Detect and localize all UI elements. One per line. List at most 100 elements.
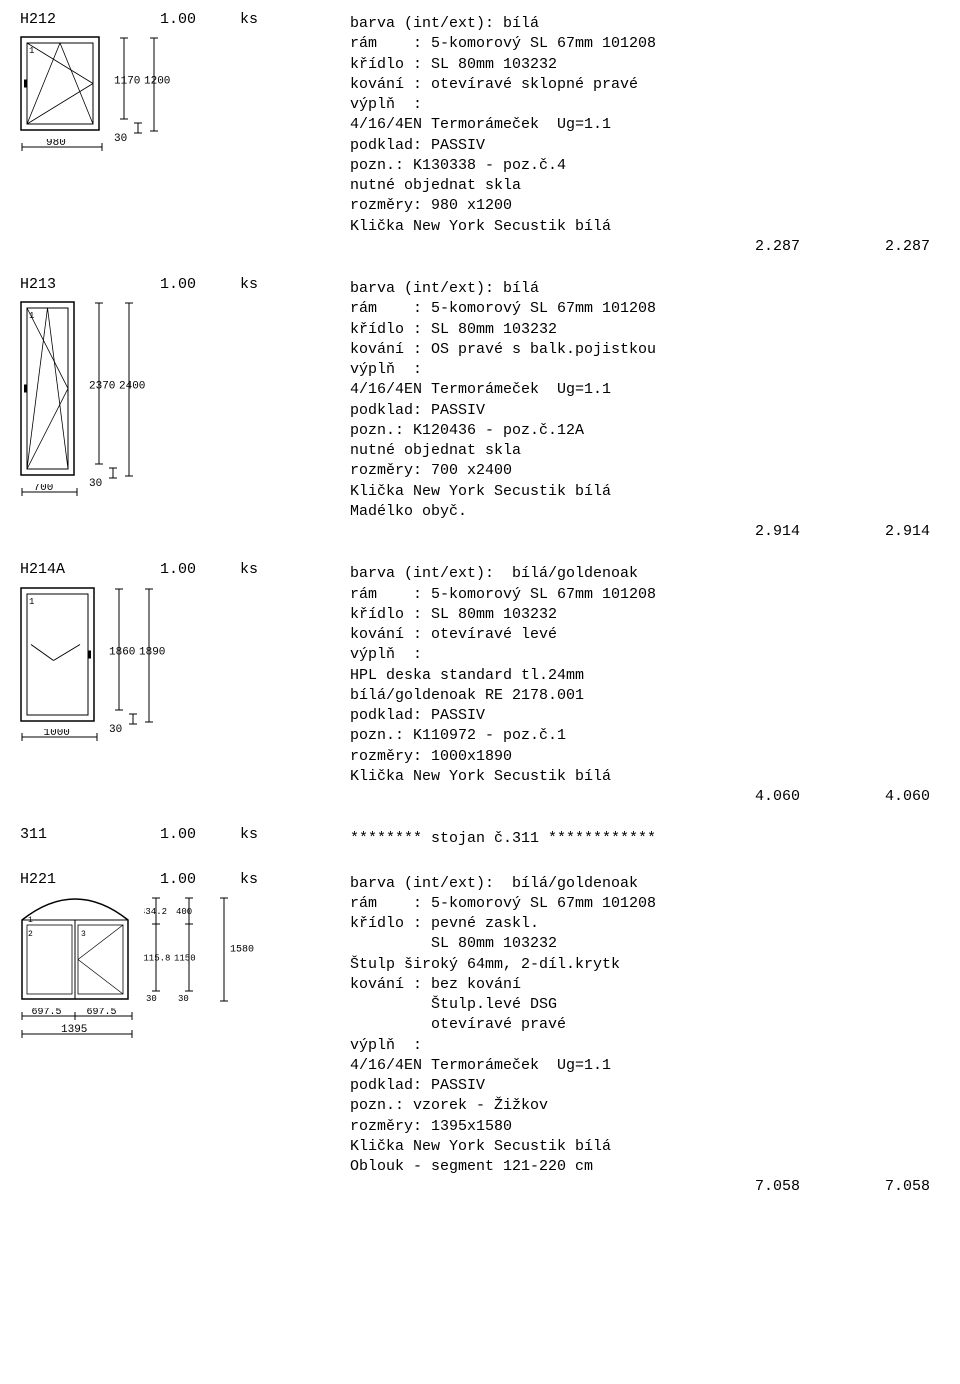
diagram-row: 19801170120030 [20, 36, 350, 164]
svg-text:30: 30 [114, 133, 127, 145]
svg-text:1580: 1580 [230, 944, 254, 955]
window-col: 1700 [20, 301, 83, 509]
svg-text:1115.8: 1115.8 [144, 953, 170, 963]
item-code: H213 [20, 275, 160, 295]
svg-text:1000: 1000 [44, 729, 70, 739]
desc-line: výplň : [350, 95, 940, 115]
item-qty: 1.00 [160, 275, 240, 295]
item-unit: ks [240, 275, 258, 295]
desc-line: rozměry: 700 x2400 [350, 461, 940, 481]
desc-line: výplň : [350, 1036, 940, 1056]
desc-line: Klička New York Secustik bílá [350, 767, 940, 787]
vdim-col: 434.24001115.8115030301580 [144, 896, 254, 1018]
item-row: H2131.00ks17002370240030barva (int/ext):… [20, 275, 940, 542]
desc-line: rám : 5-komorový SL 67mm 101208 [350, 299, 940, 319]
item-code: H212 [20, 10, 160, 30]
desc-line: Štulp široký 64mm, 2-díl.krytk [350, 955, 940, 975]
desc-line: barva (int/ext): bílá/goldenoak [350, 874, 940, 894]
svg-text:1860: 1860 [109, 646, 135, 658]
item-left: H2121.00ks19801170120030 [20, 10, 350, 164]
width-dim: 980 [20, 139, 108, 164]
item-row: H2211.00ks123697.5697.51395434.24001115.… [20, 870, 940, 1198]
price-total: 2.287 [840, 237, 930, 257]
item-code: 311 [20, 825, 160, 845]
desc-line: křídlo : SL 80mm 103232 [350, 320, 940, 340]
item-unit: ks [240, 825, 258, 845]
item-header: H2131.00ks [20, 275, 350, 295]
item-qty: 1.00 [160, 10, 240, 30]
width-dim: 1000 [20, 729, 103, 754]
svg-text:980: 980 [46, 139, 66, 149]
item-row: H2121.00ks19801170120030barva (int/ext):… [20, 10, 940, 257]
desc-line: pozn.: K120436 - poz.č.12A [350, 421, 940, 441]
desc-line: výplň : [350, 645, 940, 665]
price-total: 2.914 [840, 522, 930, 542]
svg-text:30: 30 [109, 724, 122, 736]
price-unit: 2.287 [710, 237, 800, 257]
desc-line: podklad: PASSIV [350, 136, 940, 156]
desc-line: podklad: PASSIV [350, 706, 940, 726]
dim-bracket-v: 1860 1890 30 [109, 587, 179, 740]
desc-line: kování : otevíravé levé [350, 625, 940, 645]
desc-line: Madélko obyč. [350, 502, 940, 522]
desc-line: ******** stojan č.311 ************ [350, 829, 940, 849]
diagram-row: 1 1000 1860 1890 30 [20, 587, 350, 755]
item-qty: 1.00 [160, 560, 240, 580]
desc-line: pozn.: K110972 - poz.č.1 [350, 726, 940, 746]
svg-text:400: 400 [176, 907, 192, 917]
dim-bracket-h: 980 [20, 139, 104, 157]
vdim-col: 2370240030 [89, 301, 159, 501]
desc-line: 4/16/4EN Termorámeček Ug=1.1 [350, 380, 940, 400]
desc-line: kování : otevíravé sklopné pravé [350, 75, 940, 95]
svg-text:30: 30 [89, 478, 102, 490]
price-total: 4.060 [840, 787, 930, 807]
diagram-row: 123697.5697.51395434.24001115.8115030301… [20, 896, 350, 1052]
window-diagram: 1 [20, 36, 100, 131]
dim-bracket-h: 1000 [20, 729, 99, 747]
item-unit: ks [240, 870, 258, 890]
item-qty: 1.00 [160, 825, 240, 845]
diagram-row: 17002370240030 [20, 301, 350, 509]
window-col: 123697.5697.51395 [20, 896, 138, 1052]
svg-text:1395: 1395 [61, 1024, 87, 1036]
svg-text:434.2: 434.2 [144, 907, 167, 917]
price-unit: 7.058 [710, 1177, 800, 1197]
item-code: H214A [20, 560, 160, 580]
window-col: 1980 [20, 36, 108, 164]
item-code: H221 [20, 870, 160, 890]
svg-text:1170: 1170 [114, 76, 140, 88]
dim-bracket-v: 434.24001115.8115030301580 [144, 896, 254, 1011]
window-diagram: 1 [20, 301, 75, 476]
desc-line: barva (int/ext): bílá/goldenoak [350, 564, 940, 584]
desc-line: podklad: PASSIV [350, 1076, 940, 1096]
desc-line: SL 80mm 103232 [350, 934, 940, 954]
desc-line: Klička New York Secustik bílá [350, 217, 940, 237]
width-dim: 700 [20, 484, 83, 509]
item-unit: ks [240, 560, 258, 580]
price-total: 7.058 [840, 1177, 930, 1197]
svg-text:2370: 2370 [89, 381, 115, 393]
desc-line: 4/16/4EN Termorámeček Ug=1.1 [350, 115, 940, 135]
width-dim: 697.5697.51395 [20, 1008, 138, 1051]
desc-line: kování : bez kování [350, 975, 940, 995]
item-left: 3111.00ks [20, 825, 350, 851]
window-diagram: 123 [20, 896, 130, 1001]
desc-line: rozměry: 980 x1200 [350, 196, 940, 216]
svg-text:1200: 1200 [144, 76, 170, 88]
svg-text:1150: 1150 [174, 953, 196, 963]
document-root: H2121.00ks19801170120030barva (int/ext):… [20, 10, 940, 1198]
desc-line: podklad: PASSIV [350, 401, 940, 421]
svg-text:3: 3 [81, 930, 86, 939]
svg-text:1890: 1890 [139, 646, 165, 658]
desc-line: rám : 5-komorový SL 67mm 101208 [350, 34, 940, 54]
svg-text:1: 1 [29, 597, 34, 607]
desc-line: rozměry: 1395x1580 [350, 1117, 940, 1137]
dim-bracket-v: 2370240030 [89, 301, 159, 494]
desc-line: pozn.: vzorek - Žižkov [350, 1096, 940, 1116]
svg-text:697.5: 697.5 [32, 1008, 62, 1018]
desc-line: HPL deska standard tl.24mm [350, 666, 940, 686]
price-row: 2.9142.914 [350, 522, 940, 542]
desc-line: Štulp.levé DSG [350, 995, 940, 1015]
desc-line: Klička New York Secustik bílá [350, 1137, 940, 1157]
item-desc: barva (int/ext): bílárám : 5-komorový SL… [350, 275, 940, 542]
